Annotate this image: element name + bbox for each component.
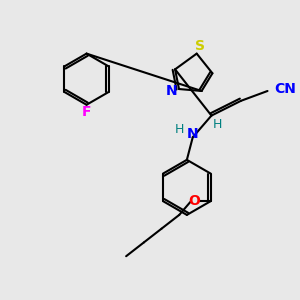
Text: N: N <box>187 127 199 141</box>
Text: O: O <box>188 194 200 208</box>
Text: S: S <box>195 39 205 53</box>
Text: F: F <box>82 105 91 118</box>
Text: N: N <box>165 84 177 98</box>
Text: H: H <box>174 123 184 136</box>
Text: H: H <box>213 118 222 131</box>
Text: CN: CN <box>274 82 296 96</box>
